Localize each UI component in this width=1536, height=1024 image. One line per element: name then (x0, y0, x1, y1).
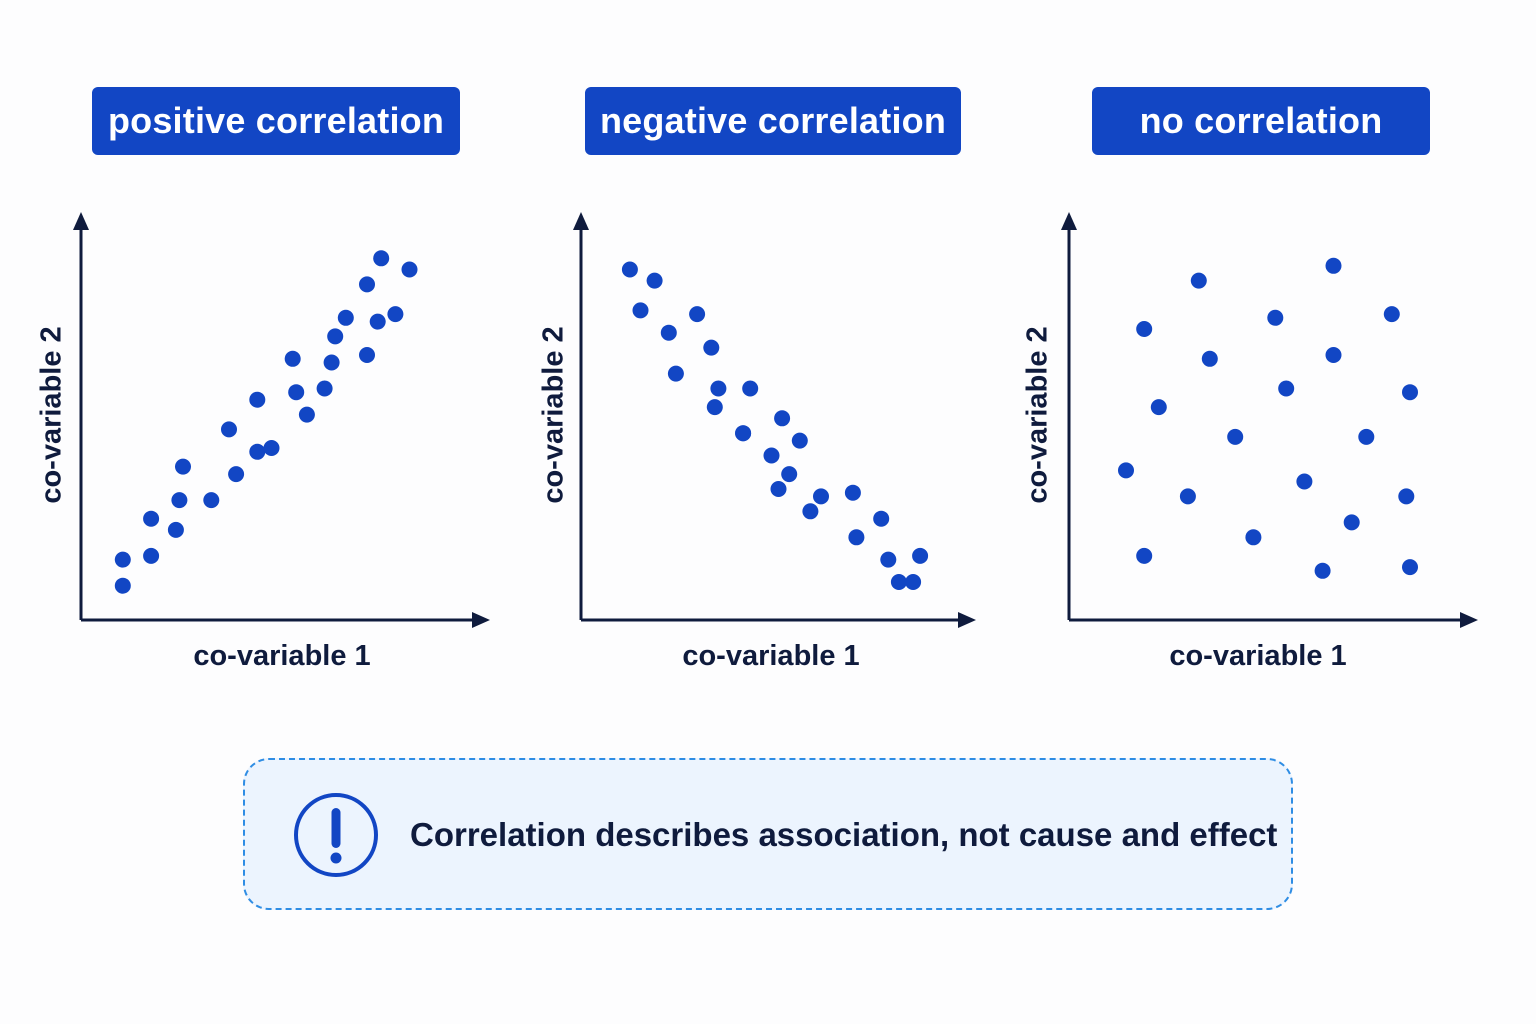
data-point (263, 440, 280, 456)
data-point (249, 391, 266, 408)
data-point (905, 574, 922, 590)
data-point (1227, 428, 1244, 445)
chart-title: negative correlation (585, 87, 961, 155)
data-point (1118, 462, 1134, 479)
data-point (1383, 306, 1400, 323)
data-point (1343, 514, 1360, 531)
data-point (781, 466, 798, 483)
data-point (298, 406, 315, 423)
data-point (114, 577, 131, 594)
data-point (1190, 272, 1207, 289)
data-point (373, 250, 390, 267)
data-point (369, 313, 386, 330)
y-axis-label: co-variable 2 (35, 326, 68, 504)
data-point (632, 302, 649, 319)
scatter-plot-negative (573, 212, 976, 628)
exclamation-circle-icon (294, 793, 378, 877)
data-point (221, 421, 237, 438)
data-point (1245, 529, 1262, 546)
data-point (114, 551, 131, 568)
data-point (387, 306, 404, 323)
data-point (742, 380, 759, 397)
data-point (791, 432, 808, 449)
data-point (621, 261, 638, 278)
scatter-plot-positive (73, 212, 490, 628)
data-point (1402, 559, 1418, 576)
data-point (1136, 321, 1153, 337)
data-point (1136, 547, 1153, 564)
data-point (288, 384, 305, 401)
scatter-plot-none (1061, 212, 1478, 628)
data-point (880, 551, 897, 568)
y-axis-arrow (1061, 212, 1077, 230)
causation-note: Correlation describes association, not c… (243, 758, 1293, 910)
data-point (667, 365, 684, 382)
data-point (763, 447, 780, 464)
data-point (249, 443, 266, 460)
x-axis-label: co-variable 1 (682, 640, 860, 672)
chart-panel-negative: negative correlation co-variable 2 co-va… (512, 0, 1024, 700)
data-point (703, 339, 720, 356)
data-point (646, 272, 663, 289)
data-point (770, 481, 787, 497)
data-point (912, 547, 929, 564)
data-point (203, 492, 220, 509)
x-axis-arrow (472, 612, 490, 628)
data-point (337, 309, 354, 326)
data-point (1150, 399, 1167, 416)
data-point (316, 380, 333, 397)
note-text: Correlation describes association, not c… (410, 816, 1278, 853)
x-axis-label: co-variable 1 (1169, 640, 1347, 672)
data-point (689, 306, 706, 323)
data-point (1325, 257, 1342, 274)
data-point (1398, 488, 1415, 505)
data-point (171, 492, 188, 509)
data-point (327, 328, 344, 345)
data-point (844, 484, 861, 501)
data-point (359, 276, 375, 293)
chart-panel-positive: positive correlation co-variable 2 co-va… (0, 0, 512, 700)
x-axis-arrow (1460, 612, 1478, 628)
data-point (660, 324, 677, 341)
data-point (167, 521, 184, 538)
chart-title: positive correlation (92, 87, 460, 155)
data-point (710, 380, 727, 397)
data-point (1179, 488, 1196, 505)
data-point (1296, 473, 1313, 490)
data-point (1358, 428, 1375, 445)
y-axis-arrow (73, 212, 89, 230)
data-point (735, 425, 752, 442)
y-axis-label: co-variable 2 (537, 326, 570, 504)
x-axis-arrow (958, 612, 976, 628)
data-point (1201, 350, 1218, 367)
data-point (323, 354, 340, 371)
data-point (175, 458, 191, 475)
data-point (706, 399, 723, 416)
y-axis-label: co-variable 2 (1021, 326, 1054, 504)
data-point (359, 347, 375, 363)
data-point (401, 261, 418, 278)
data-point (813, 488, 829, 505)
data-point (143, 510, 160, 527)
data-point (873, 510, 890, 527)
data-point (1267, 309, 1284, 326)
data-point (802, 503, 819, 520)
x-axis-label: co-variable 1 (193, 640, 371, 672)
data-point (1325, 347, 1342, 363)
data-point (848, 529, 865, 546)
data-point (228, 466, 245, 483)
data-point (774, 410, 791, 427)
data-point (284, 350, 301, 367)
data-point (1314, 562, 1331, 579)
data-point (1278, 380, 1295, 397)
data-point (143, 547, 160, 564)
chart-title: no correlation (1092, 87, 1430, 155)
data-point (890, 574, 907, 590)
data-point (1402, 384, 1418, 401)
chart-panel-none: no correlation co-variable 2 co-variable… (1021, 0, 1536, 700)
y-axis-arrow (573, 212, 589, 230)
